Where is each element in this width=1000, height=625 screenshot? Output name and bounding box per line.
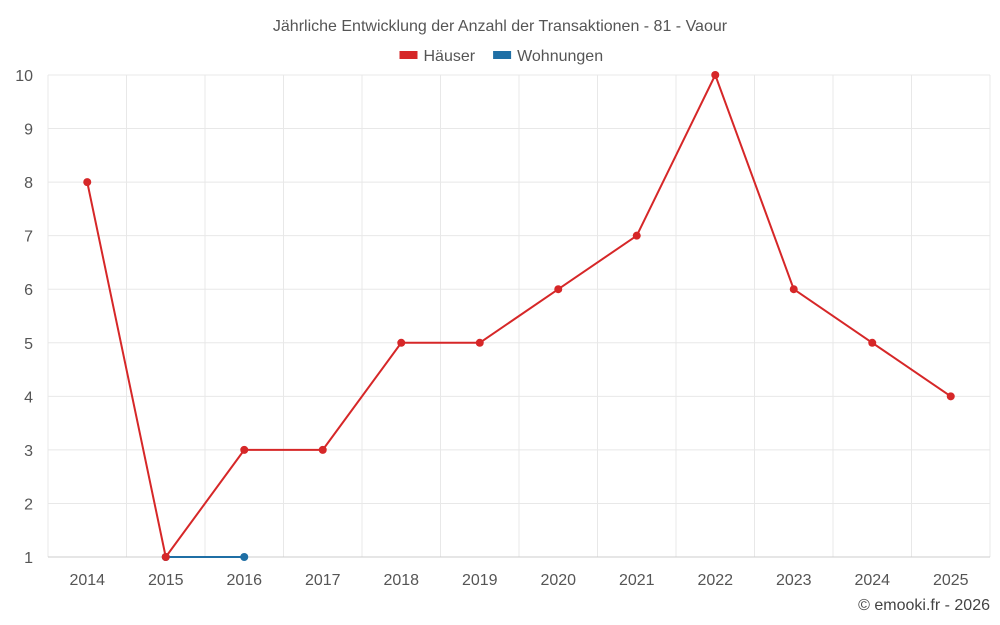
legend-swatch xyxy=(493,51,512,59)
x-tick-label: 2016 xyxy=(226,572,262,589)
x-tick-label: 2018 xyxy=(383,572,419,589)
y-tick-label: 9 xyxy=(24,122,33,139)
x-tick-label: 2017 xyxy=(305,572,341,589)
x-tick-label: 2019 xyxy=(462,572,498,589)
legend: Häuser Wohnungen xyxy=(399,48,603,65)
legend-swatch xyxy=(399,51,418,59)
chart-title: Jährliche Entwicklung der Anzahl der Tra… xyxy=(273,18,728,35)
series-line xyxy=(86,74,952,558)
data-point[interactable] xyxy=(475,338,484,347)
data-point[interactable] xyxy=(789,285,798,294)
y-tick-label: 1 xyxy=(24,550,33,567)
series-0 xyxy=(83,71,955,561)
data-point[interactable] xyxy=(397,338,406,347)
y-axis-ticks: 1 2 3 4 5 6 7 8 9 10 xyxy=(15,68,33,567)
y-tick-label: 6 xyxy=(24,282,33,299)
y-tick-label: 8 xyxy=(24,175,33,192)
data-point[interactable] xyxy=(318,445,327,454)
x-tick-label: 2014 xyxy=(69,572,105,589)
x-tick-label: 2023 xyxy=(776,572,812,589)
x-tick-label: 2022 xyxy=(697,572,733,589)
x-tick-label: 2025 xyxy=(933,572,969,589)
data-point[interactable] xyxy=(240,445,249,454)
y-tick-label: 2 xyxy=(24,496,33,513)
data-point[interactable] xyxy=(161,553,170,561)
y-tick-label: 4 xyxy=(24,389,33,406)
data-point[interactable] xyxy=(554,285,563,294)
y-tick-label: 3 xyxy=(24,443,33,460)
x-tick-label: 2020 xyxy=(540,572,576,589)
x-axis-ticks: 2014 2015 2016 2017 2018 2019 2020 2021 2022 2023… xyxy=(69,572,968,589)
data-point[interactable] xyxy=(240,553,249,561)
credit-text: © emooki.fr - 2026 xyxy=(858,597,990,614)
y-tick-label: 10 xyxy=(15,68,33,85)
y-tick-label: 7 xyxy=(24,229,33,246)
x-tick-label: 2015 xyxy=(148,572,184,589)
series-group xyxy=(83,71,955,561)
data-point[interactable] xyxy=(711,71,720,79)
data-point[interactable] xyxy=(83,178,92,187)
legend-label: Wohnungen xyxy=(517,48,603,65)
grid xyxy=(47,74,991,557)
legend-label: Häuser xyxy=(424,48,476,65)
x-tick-label: 2024 xyxy=(854,572,890,589)
data-point[interactable] xyxy=(632,231,641,240)
y-tick-label: 5 xyxy=(24,336,33,353)
data-point[interactable] xyxy=(868,338,877,347)
x-tick-label: 2021 xyxy=(619,572,655,589)
data-point[interactable] xyxy=(946,392,955,401)
